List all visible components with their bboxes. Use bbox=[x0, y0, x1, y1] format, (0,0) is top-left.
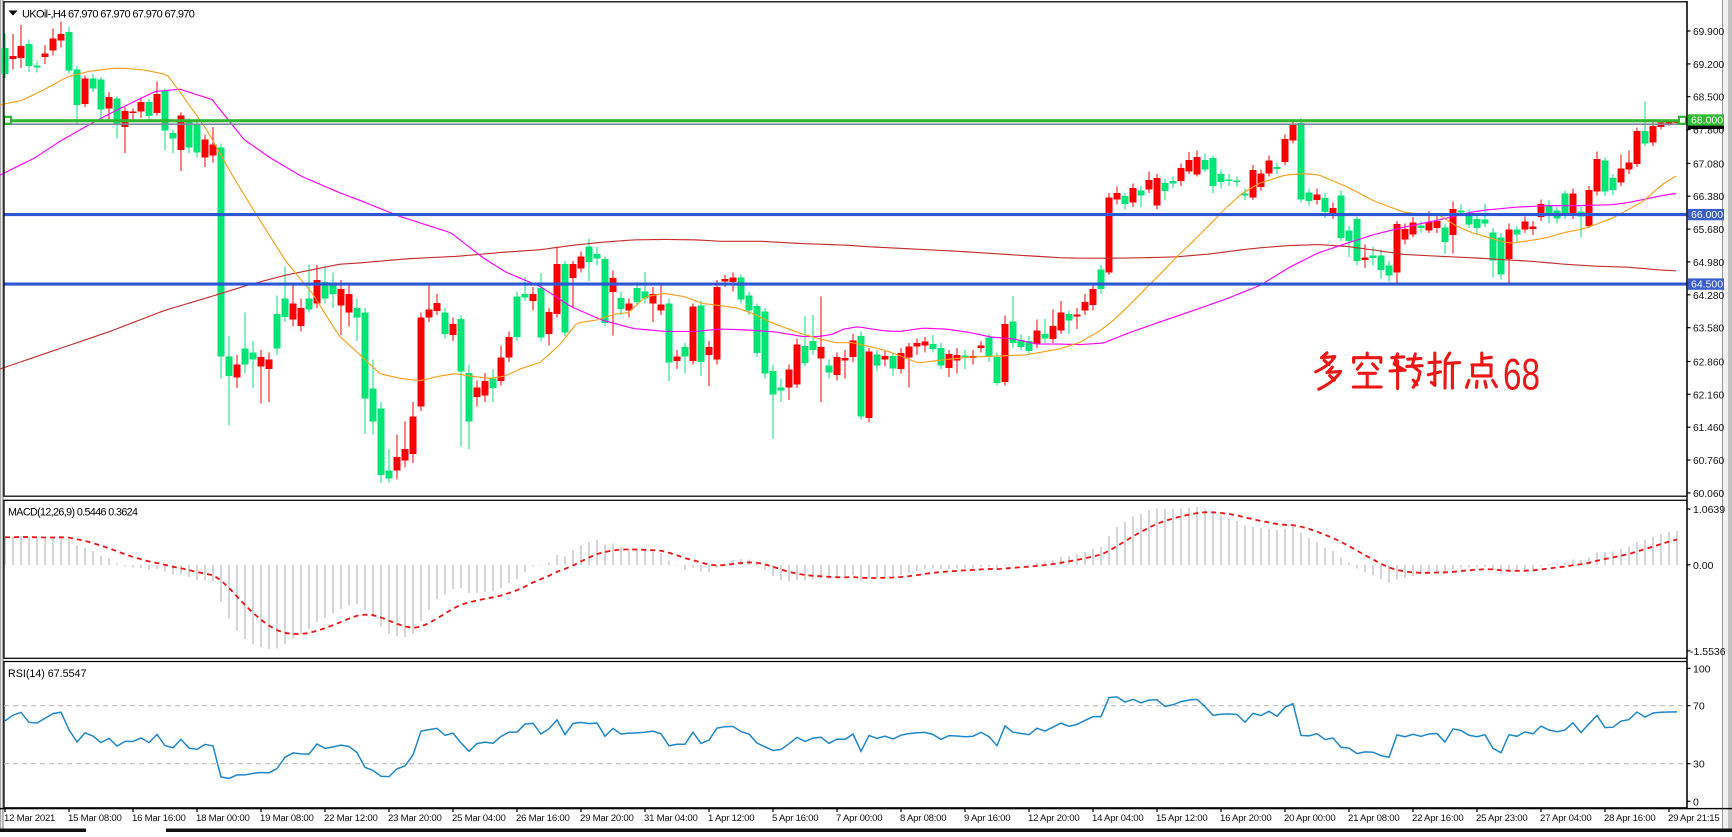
svg-text:27 Apr 04:00: 27 Apr 04:00 bbox=[1540, 813, 1591, 824]
svg-text:12 Mar 2021: 12 Mar 2021 bbox=[4, 813, 55, 824]
svg-text:RSI(14) 67.5547: RSI(14) 67.5547 bbox=[8, 668, 86, 680]
svg-text:62.860: 62.860 bbox=[1693, 358, 1724, 369]
svg-text:62.160: 62.160 bbox=[1693, 390, 1724, 401]
svg-text:1 Apr 12:00: 1 Apr 12:00 bbox=[708, 813, 754, 824]
svg-text:9 Apr 16:00: 9 Apr 16:00 bbox=[964, 813, 1010, 824]
svg-text:29 Mar 20:00: 29 Mar 20:00 bbox=[580, 813, 634, 824]
svg-text:7 Apr 00:00: 7 Apr 00:00 bbox=[836, 813, 882, 824]
svg-text:5 Apr 16:00: 5 Apr 16:00 bbox=[772, 813, 818, 824]
svg-text:8 Apr 08:00: 8 Apr 08:00 bbox=[900, 813, 946, 824]
svg-text:16 Mar 16:00: 16 Mar 16:00 bbox=[132, 813, 186, 824]
svg-text:66.380: 66.380 bbox=[1693, 192, 1724, 203]
svg-text:30: 30 bbox=[1693, 759, 1705, 771]
svg-text:29 Apr 21:15: 29 Apr 21:15 bbox=[1668, 813, 1719, 824]
svg-text:25 Mar 04:00: 25 Mar 04:00 bbox=[452, 813, 506, 824]
svg-text:UKOil-,H4 67.970 67.970 67.97: UKOil-,H4 67.970 67.970 67.970 67.970 bbox=[22, 9, 195, 21]
svg-text:26 Mar 16:00: 26 Mar 16:00 bbox=[516, 813, 570, 824]
svg-text:70: 70 bbox=[1693, 701, 1705, 713]
svg-text:68: 68 bbox=[1503, 351, 1540, 400]
svg-text:68.000: 68.000 bbox=[1691, 115, 1723, 127]
svg-text:65.680: 65.680 bbox=[1693, 225, 1724, 236]
svg-text:25 Apr 23:00: 25 Apr 23:00 bbox=[1476, 813, 1527, 824]
svg-text:14 Apr 04:00: 14 Apr 04:00 bbox=[1092, 813, 1143, 824]
svg-text:20 Apr 00:00: 20 Apr 00:00 bbox=[1284, 813, 1335, 824]
svg-text:1.0639: 1.0639 bbox=[1693, 504, 1725, 516]
svg-text:69.900: 69.900 bbox=[1693, 27, 1724, 38]
svg-text:23 Mar 20:00: 23 Mar 20:00 bbox=[388, 813, 442, 824]
svg-text:22 Apr 16:00: 22 Apr 16:00 bbox=[1412, 813, 1463, 824]
svg-text:0: 0 bbox=[1693, 796, 1699, 808]
svg-text:15 Mar 08:00: 15 Mar 08:00 bbox=[68, 813, 122, 824]
svg-text:60.060: 60.060 bbox=[1693, 489, 1724, 500]
svg-text:15 Apr 12:00: 15 Apr 12:00 bbox=[1156, 813, 1207, 824]
svg-text:64.500: 64.500 bbox=[1691, 279, 1723, 291]
svg-text:100: 100 bbox=[1693, 663, 1711, 675]
svg-text:67.080: 67.080 bbox=[1693, 159, 1724, 170]
svg-text:12 Apr 20:00: 12 Apr 20:00 bbox=[1028, 813, 1079, 824]
svg-text:64.280: 64.280 bbox=[1693, 291, 1724, 302]
svg-text:31 Mar 04:00: 31 Mar 04:00 bbox=[644, 813, 698, 824]
svg-text:21 Apr 08:00: 21 Apr 08:00 bbox=[1348, 813, 1399, 824]
svg-text:-1.5536: -1.5536 bbox=[1690, 646, 1726, 658]
svg-text:16 Apr 20:00: 16 Apr 20:00 bbox=[1220, 813, 1271, 824]
svg-text:0.00: 0.00 bbox=[1693, 560, 1714, 572]
svg-text:22 Mar 12:00: 22 Mar 12:00 bbox=[324, 813, 378, 824]
svg-text:66.000: 66.000 bbox=[1691, 209, 1723, 221]
svg-text:60.760: 60.760 bbox=[1693, 456, 1724, 467]
svg-text:61.460: 61.460 bbox=[1693, 423, 1724, 434]
svg-text:69.200: 69.200 bbox=[1693, 60, 1724, 71]
svg-text:63.580: 63.580 bbox=[1693, 324, 1724, 335]
svg-text:67.800: 67.800 bbox=[1693, 126, 1724, 137]
svg-text:68.500: 68.500 bbox=[1693, 93, 1724, 104]
svg-text:28 Apr 16:00: 28 Apr 16:00 bbox=[1604, 813, 1655, 824]
svg-text:19 Mar 08:00: 19 Mar 08:00 bbox=[260, 813, 314, 824]
svg-text:MACD(12,26,9) 0.5446 0.3624: MACD(12,26,9) 0.5446 0.3624 bbox=[8, 507, 138, 519]
svg-text:18 Mar 00:00: 18 Mar 00:00 bbox=[196, 813, 250, 824]
svg-text:64.980: 64.980 bbox=[1693, 258, 1724, 269]
